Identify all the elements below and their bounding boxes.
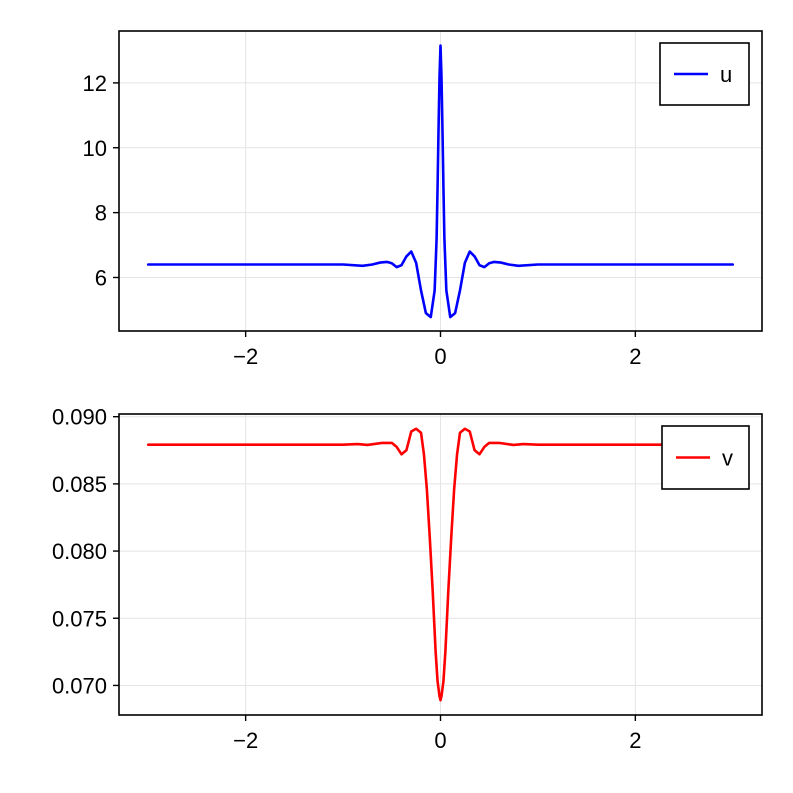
series-line-v bbox=[146, 427, 735, 702]
top-panel: −2 0 2 6 8 10 12 u bbox=[83, 30, 763, 369]
y-tick-label: 8 bbox=[95, 201, 107, 226]
y-tick-label: 0.075 bbox=[52, 606, 107, 631]
x-tick-label: −2 bbox=[233, 728, 258, 753]
legend-label-u: u bbox=[720, 62, 732, 87]
x-tick-label: −2 bbox=[233, 344, 258, 369]
bottom-panel: −2 0 2 0.070 0.075 0.080 0.085 0.090 v bbox=[52, 405, 763, 753]
y-tick-label: 10 bbox=[83, 136, 107, 161]
x-tick-label: 2 bbox=[629, 344, 641, 369]
series-line-u bbox=[146, 44, 735, 319]
y-tick-label: 0.085 bbox=[52, 472, 107, 497]
y-tick-label: 0.090 bbox=[52, 405, 107, 430]
y-tick-label: 6 bbox=[95, 265, 107, 290]
y-tick-label: 0.080 bbox=[52, 539, 107, 564]
legend-label-v: v bbox=[722, 446, 733, 471]
x-tick-label: 2 bbox=[629, 728, 641, 753]
y-tick-label: 0.070 bbox=[52, 673, 107, 698]
legend: u bbox=[659, 42, 750, 106]
legend: v bbox=[661, 425, 750, 490]
x-tick-label: 0 bbox=[434, 728, 446, 753]
y-tick-label: 12 bbox=[83, 71, 107, 96]
x-tick-label: 0 bbox=[434, 344, 446, 369]
